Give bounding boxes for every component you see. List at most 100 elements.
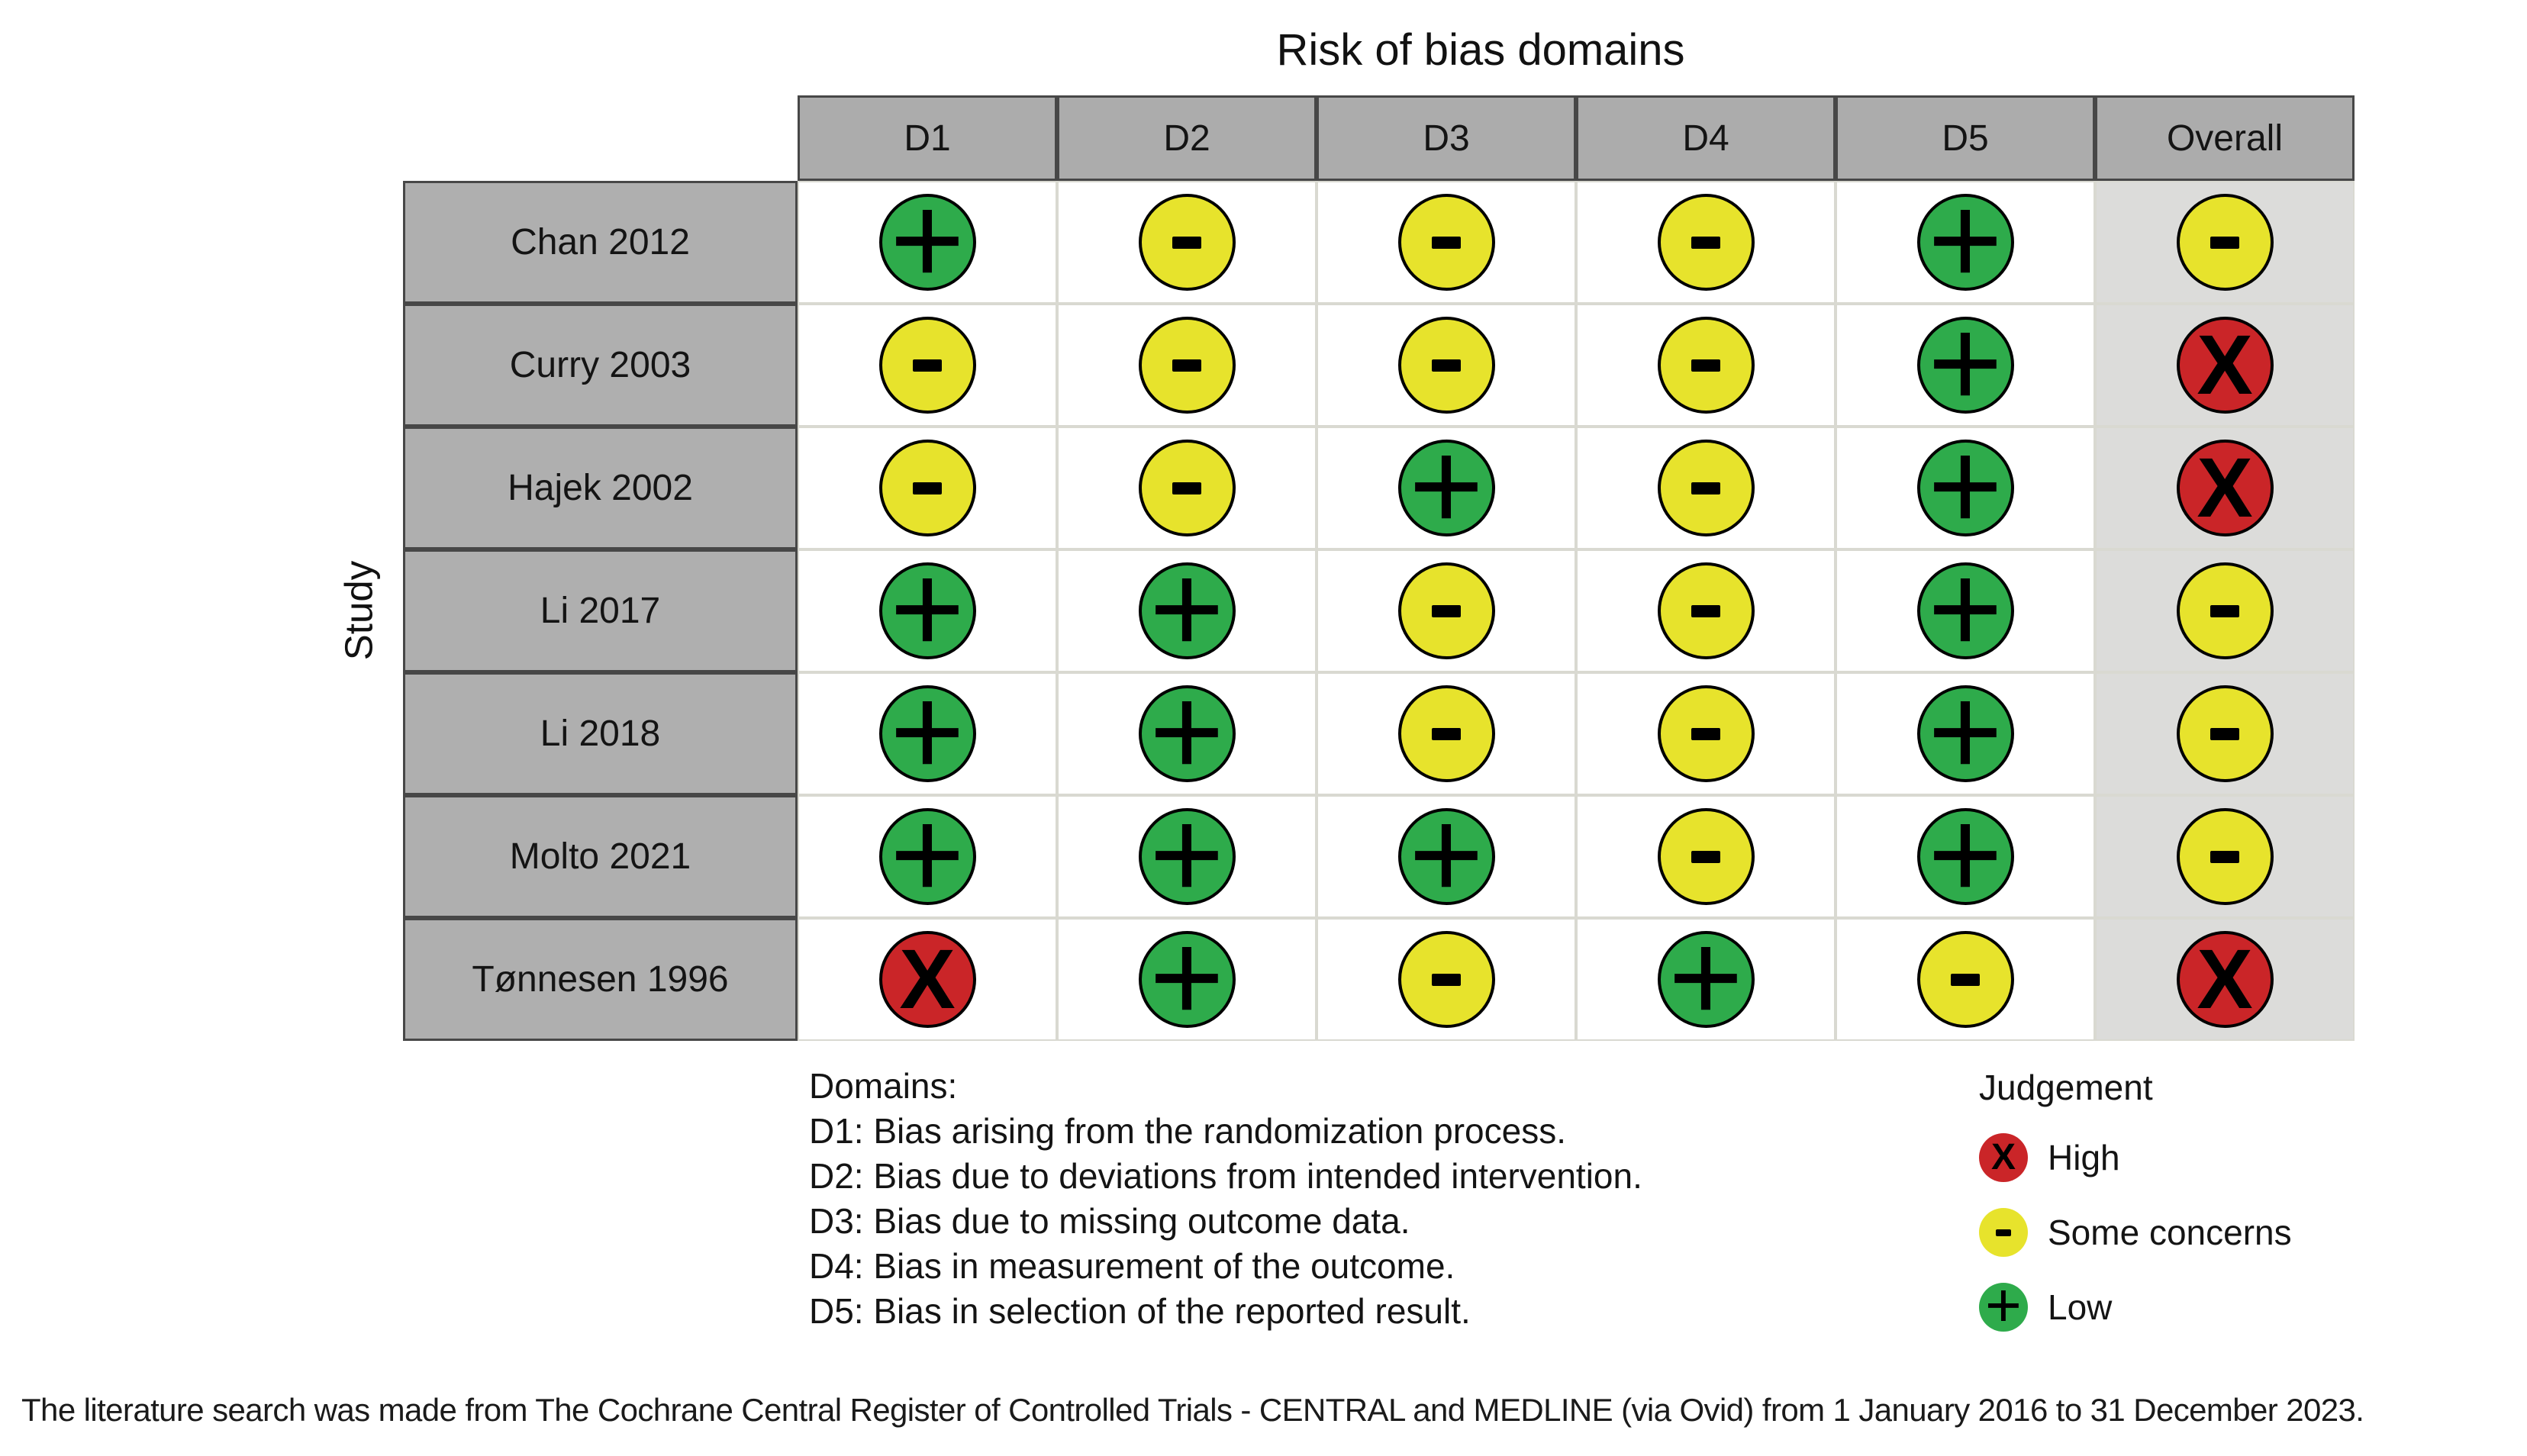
domain-definition: D1: Bias arising from the randomization … <box>809 1111 1566 1151</box>
judgement-cell: + <box>1836 421 2095 549</box>
judgement-cell <box>798 427 1057 549</box>
judgement-legend-label: High <box>2048 1138 2120 1177</box>
judgement-cell <box>1057 304 1317 427</box>
judgement-circle-low: + <box>1397 790 1495 918</box>
figure-title: Risk of bias domains <box>1276 25 1685 75</box>
symbol-some <box>913 482 942 494</box>
judgement-cell <box>1317 918 1576 1041</box>
symbol-low: + <box>889 536 965 680</box>
symbol-some <box>1691 236 1720 249</box>
judgement-cell <box>2095 795 2355 918</box>
symbol-low: + <box>1927 781 2003 926</box>
study-label: Tønnesen 1996 <box>403 918 798 1041</box>
judgement-circle-some <box>2176 194 2274 291</box>
figure-caption: The literature search was made from The … <box>21 1392 2364 1428</box>
judgement-circle-low: + <box>1657 913 1755 1041</box>
column-header-d1: D1 <box>798 95 1057 181</box>
study-label: Molto 2021 <box>403 795 798 918</box>
symbol-some <box>2210 236 2239 249</box>
study-label: Hajek 2002 <box>403 427 798 549</box>
judgement-circle-low: + <box>1138 667 1236 795</box>
judgement-cell: + <box>798 790 1057 918</box>
judgement-cell: + <box>798 176 1057 304</box>
judgement-cell: + <box>1836 298 2095 427</box>
judgement-cell <box>1057 427 1317 549</box>
symbol-low: + <box>1927 536 2003 680</box>
judgement-cell <box>1576 304 1836 427</box>
symbol-low: + <box>889 659 965 803</box>
judgement-cell: + <box>1317 421 1576 549</box>
table-corner-spacer <box>403 95 798 181</box>
judgement-cell: + <box>1057 913 1317 1041</box>
judgement-cell: + <box>798 667 1057 795</box>
column-header-d2: D2 <box>1057 95 1317 181</box>
symbol-low: + <box>1408 781 1484 926</box>
symbol-some <box>1172 236 1201 249</box>
judgement-cell <box>1317 672 1576 795</box>
symbol-high: X <box>2197 932 2253 1026</box>
judgement-legend-item: X High <box>1979 1120 2292 1195</box>
judgement-circle-low: + <box>1916 544 2014 672</box>
judgement-circle-some <box>878 440 976 536</box>
judgement-circle-low: + <box>878 667 976 795</box>
judgement-cell <box>1576 427 1836 549</box>
symbol-low: + <box>1408 413 1484 557</box>
judgement-cell: + <box>798 544 1057 672</box>
judgement-cell <box>1317 181 1576 304</box>
symbol-some <box>1691 359 1720 372</box>
judgement-cell: X <box>2095 304 2355 427</box>
symbol-some <box>913 359 942 372</box>
judgement-cell: X <box>2095 918 2355 1041</box>
judgement-cell: X <box>2095 427 2355 549</box>
symbol-high: X <box>2197 440 2253 535</box>
judgement-cell: + <box>1057 667 1317 795</box>
symbol-some <box>1172 359 1201 372</box>
symbol-some <box>1996 1229 2011 1236</box>
judgement-circle-low: + <box>1916 667 2014 795</box>
column-header-d4: D4 <box>1576 95 1836 181</box>
judgement-cell <box>1317 549 1576 672</box>
domain-definition: D2: Bias due to deviations from intended… <box>809 1156 1642 1196</box>
symbol-low: + <box>1927 290 2003 434</box>
judgement-circle-some <box>1138 440 1236 536</box>
judgement-cell <box>2095 549 2355 672</box>
judgement-circle-high: X <box>2176 440 2274 536</box>
judgement-legend-item: Some concerns <box>1979 1195 2292 1270</box>
judgement-circle-some <box>2176 562 2274 659</box>
symbol-low: + <box>889 781 965 926</box>
domains-legend-lines: D1: Bias arising from the randomization … <box>809 1109 1642 1334</box>
symbol-some <box>2210 850 2239 863</box>
legend-circle-high: X <box>1979 1133 2028 1182</box>
domain-definition: D3: Bias due to missing outcome data. <box>809 1201 1410 1241</box>
judgement-circle-low: + <box>1916 176 2014 304</box>
judgement-circle-low: + <box>1138 913 1236 1041</box>
symbol-some <box>1432 727 1461 740</box>
judgement-circle-some <box>1657 808 1755 905</box>
judgement-circle-high: X <box>878 931 976 1028</box>
judgement-legend-label: Some concerns <box>2048 1213 2292 1252</box>
symbol-low: + <box>1985 1271 2022 1340</box>
legend-circle-low: + <box>1979 1274 2028 1337</box>
symbol-low: + <box>1927 413 2003 557</box>
symbol-some <box>1691 727 1720 740</box>
judgement-circle-some <box>1657 685 1755 782</box>
legend-circle-some <box>1979 1208 2028 1257</box>
symbol-some <box>2210 727 2239 740</box>
judgement-cell: + <box>1836 790 2095 918</box>
symbol-low: + <box>1927 659 2003 803</box>
symbol-some <box>2210 604 2239 617</box>
judgement-circle-some <box>1397 194 1495 291</box>
judgement-cell: + <box>1836 176 2095 304</box>
judgement-cell: + <box>1576 913 1836 1041</box>
symbol-high: X <box>2197 317 2253 412</box>
judgement-legend: Judgement X High Some concerns + Low <box>1979 1067 2292 1345</box>
judgement-cell <box>1576 672 1836 795</box>
judgement-circle-some <box>1657 562 1755 659</box>
judgement-circle-some <box>1138 194 1236 291</box>
judgement-cell <box>1836 918 2095 1041</box>
column-header-d3: D3 <box>1317 95 1576 181</box>
judgement-cell: + <box>1317 790 1576 918</box>
judgement-cell <box>1576 549 1836 672</box>
symbol-some <box>1691 604 1720 617</box>
symbol-low: + <box>1149 659 1225 803</box>
